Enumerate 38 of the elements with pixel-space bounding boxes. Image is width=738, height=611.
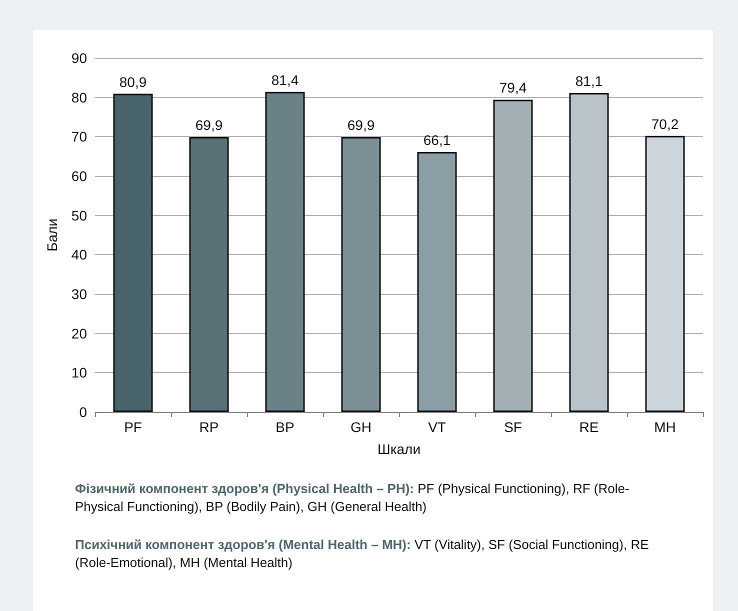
bar (113, 94, 153, 412)
data-label: 80,9 (119, 74, 147, 90)
y-tick-label: 30 (71, 286, 88, 302)
y-tick-label: 80 (71, 89, 88, 106)
x-tick-label: RP (199, 419, 219, 435)
data-label: 69,9 (347, 117, 375, 134)
bar (569, 93, 609, 412)
data-label: 81,4 (271, 72, 299, 88)
bar (493, 100, 533, 412)
x-axis-title: Шкали (377, 441, 421, 457)
y-tick-label: 20 (71, 325, 88, 342)
data-label: 66,1 (423, 132, 451, 148)
y-tick-label: 40 (71, 246, 88, 263)
x-tick-label: BP (276, 419, 294, 435)
y-axis-title: Бали (44, 218, 60, 252)
x-tick-label: RE (579, 419, 599, 435)
y-tick-label: 0 (79, 404, 88, 420)
y-tick-label: 50 (71, 207, 88, 224)
x-tick-label: VT (428, 419, 446, 435)
y-tick-label: 70 (71, 128, 88, 145)
data-label: 79,4 (499, 80, 527, 96)
x-tick-label: GH (350, 419, 372, 435)
bar (189, 137, 229, 412)
x-tick-label: MH (654, 419, 676, 435)
data-label: 81,1 (575, 73, 603, 90)
x-tick-label: PF (124, 419, 142, 435)
y-tick-label: 90 (71, 50, 88, 66)
data-label: 70,2 (651, 116, 679, 132)
x-tick-label: SF (504, 419, 522, 435)
text: Психічний компонент здоров'я (Mental Health – MH): VT (Vitality), SF (Social Functioning), RE (Role-Emotional), MH (Mental Health) (75, 537, 649, 570)
bar (341, 137, 381, 412)
bar (417, 152, 457, 412)
bar (265, 92, 305, 412)
y-tick-label: 60 (71, 168, 88, 184)
bar (645, 136, 685, 412)
text: Фізичний компонент здоров'я (Physical Health – PH): PF (Physical Functioning), RF (Role-Physical Functioning), BP (Bodily Pain), GH (General Health) (75, 480, 630, 516)
data-label: 69,9 (195, 117, 223, 134)
y-tick-label: 10 (71, 364, 88, 381)
